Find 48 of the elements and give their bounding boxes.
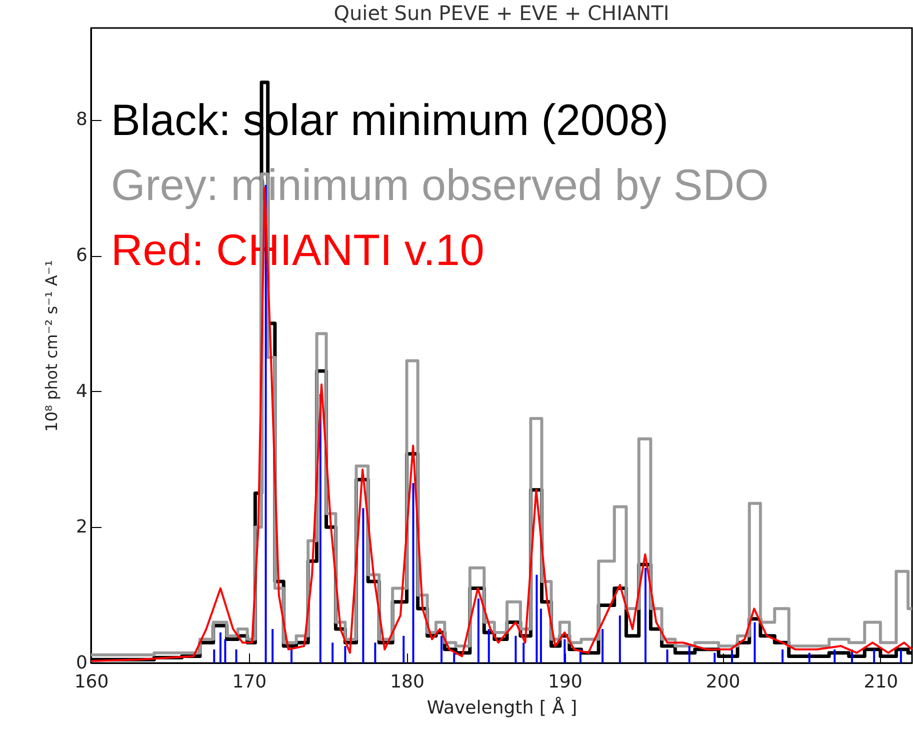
bar [224,639,226,663]
y-tick-label: 8 [76,109,88,130]
bar [272,629,274,663]
bar [564,639,566,663]
x-tick-label: 180 [390,672,424,692]
bar [900,649,902,663]
bar [688,646,690,663]
y-axis-title: 10⁸ phot cm⁻² s⁻¹ A⁻¹ [42,260,62,432]
bar [362,508,364,663]
x-tick-label: 190 [548,672,582,692]
bar [290,649,293,663]
y-tick-label: 4 [76,380,88,402]
bar [618,615,621,663]
x-axis-title: Wavelength [ Å ] [426,696,578,718]
bar [536,574,538,663]
bar [666,649,668,663]
x-tick-label: 210 [864,672,898,692]
bar [219,632,222,663]
bar [488,629,490,663]
x-tick-label: 200 [706,672,740,692]
x-tick-label: 160 [74,672,109,692]
y-tick-label: 6 [76,245,88,266]
y-tick-label: 2 [76,516,88,538]
bar [731,649,734,663]
bar [440,636,443,663]
bar [412,483,414,663]
chart-title: Quiet Sun PEVE + EVE + CHIANTI [334,1,670,25]
bar [213,649,216,663]
bar [602,629,604,663]
bar [477,598,480,663]
bar [522,642,525,663]
bar [873,649,876,663]
bar [540,608,542,663]
bar [374,642,376,663]
bar [644,568,646,663]
bar [714,652,716,663]
bar [453,652,456,663]
bar [235,649,238,663]
x-tick-label: 170 [232,672,267,692]
bar [514,636,517,663]
bar [834,649,836,663]
bar [344,646,346,663]
y-tick-label: 0 [76,652,88,674]
bar [808,652,810,663]
bar [402,636,405,663]
bar [782,649,784,663]
bar [754,622,756,663]
bar [332,642,334,663]
